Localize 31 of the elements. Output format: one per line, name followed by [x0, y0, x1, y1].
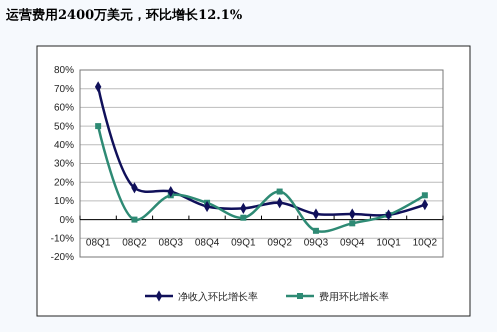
chart-title: 运营费用2400万美元，环比增长12.1% — [5, 7, 243, 23]
point — [95, 123, 102, 130]
x-tick-label: 09Q3 — [304, 238, 329, 249]
y-tick-label: 40% — [54, 140, 74, 151]
point — [276, 188, 283, 195]
point — [349, 220, 356, 226]
y-tick-label: -20% — [50, 252, 74, 264]
y-tick-label: 20% — [54, 177, 74, 188]
y-tick-label: -10% — [50, 234, 74, 244]
legend-label: 费用环比增长率 — [319, 291, 389, 303]
y-tick-label: 80% — [54, 65, 74, 76]
y-tick-label: 10% — [54, 196, 74, 208]
point — [422, 192, 428, 198]
x-tick-label: 09Q4 — [340, 238, 365, 249]
y-tick-label: 0% — [60, 214, 74, 226]
x-tick-label: 08Q2 — [122, 238, 148, 249]
x-tick-label: 08Q4 — [194, 238, 220, 249]
y-tick-label: 60% — [54, 102, 74, 114]
point — [240, 214, 246, 221]
y-tick-label: 70% — [54, 84, 74, 95]
legend-label: 净收入环比增长率 — [178, 291, 258, 303]
x-tick-label: 09Q2 — [267, 238, 292, 249]
x-tick-label: 09Q1 — [231, 238, 256, 249]
point — [131, 216, 138, 223]
y-tick-label: 30% — [54, 158, 74, 170]
y-tick-label: 50% — [54, 121, 74, 132]
x-tick-label: 08Q3 — [158, 238, 184, 249]
x-tick-label: 08Q1 — [86, 238, 111, 249]
point — [312, 228, 319, 234]
x-tick-label: 10Q2 — [412, 238, 438, 249]
x-tick-label: 10Q1 — [376, 238, 402, 249]
